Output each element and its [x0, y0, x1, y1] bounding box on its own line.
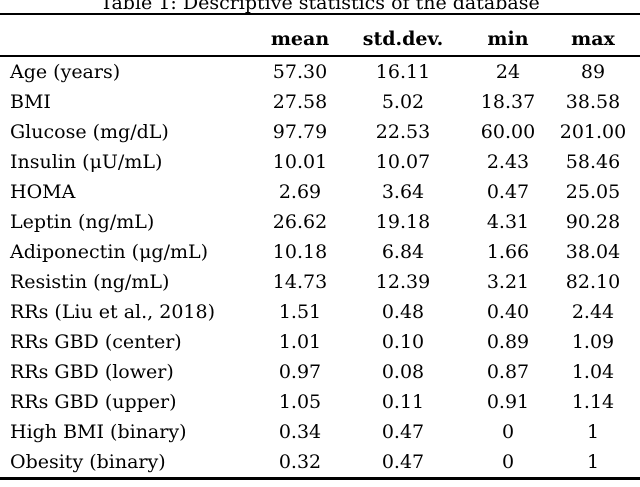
col-header-mean: mean — [270, 28, 330, 50]
cell-max: 58.46 — [565, 151, 621, 173]
cell-mean: 1.01 — [278, 331, 322, 353]
table-row: HOMA 2.69 3.64 0.47 25.05 — [0, 177, 640, 207]
cell-min: 24 — [495, 61, 521, 83]
table-row: Insulin (μU/mL) 10.01 10.07 2.43 58.46 — [0, 147, 640, 177]
cell-stddev: 16.11 — [375, 61, 431, 83]
table-row: Adiponectin (μg/mL) 10.18 6.84 1.66 38.0… — [0, 237, 640, 267]
cell-min: 2.43 — [486, 151, 530, 173]
col-header-stddev: std.dev. — [362, 28, 444, 50]
table-row: Resistin (ng/mL) 14.73 12.39 3.21 82.10 — [0, 267, 640, 297]
cell-stddev: 5.02 — [381, 91, 425, 113]
header-spacer — [0, 15, 252, 55]
col-header-max: max — [571, 28, 615, 50]
cell-min: 0 — [501, 451, 515, 473]
table-caption: Table 1: Descriptive statistics of the d… — [100, 0, 540, 13]
cell-stddev: 22.53 — [375, 121, 431, 143]
table-caption-clip: Table 1: Descriptive statistics of the d… — [0, 0, 640, 13]
cell-min: 0.47 — [486, 181, 530, 203]
row-label: RRs GBD (lower) — [10, 361, 174, 383]
row-label: HOMA — [10, 181, 76, 203]
table-row: RRs GBD (lower) 0.97 0.08 0.87 1.04 — [0, 357, 640, 387]
cell-min: 0.89 — [486, 331, 530, 353]
cell-stddev: 0.47 — [381, 421, 425, 443]
header-rule — [0, 55, 640, 57]
cell-min: 0.91 — [486, 391, 530, 413]
bottom-rule — [0, 477, 640, 480]
cell-stddev: 19.18 — [375, 211, 431, 233]
col-header-min: min — [487, 28, 529, 50]
cell-max: 89 — [580, 61, 606, 83]
row-label: RRs GBD (center) — [10, 331, 182, 353]
cell-stddev: 6.84 — [381, 241, 425, 263]
cell-max: 1.14 — [571, 391, 615, 413]
cell-min: 60.00 — [480, 121, 536, 143]
cell-min: 0 — [501, 421, 515, 443]
cell-stddev: 0.47 — [381, 451, 425, 473]
cell-mean: 14.73 — [272, 271, 328, 293]
cell-mean: 0.97 — [278, 361, 322, 383]
cell-max: 1 — [586, 451, 600, 473]
cell-stddev: 12.39 — [375, 271, 431, 293]
cell-stddev: 0.11 — [381, 391, 425, 413]
row-label: RRs GBD (upper) — [10, 391, 177, 413]
cell-max: 1 — [586, 421, 600, 443]
cell-min: 0.40 — [486, 301, 530, 323]
row-label: Age (years) — [10, 61, 121, 83]
cell-mean: 0.34 — [278, 421, 322, 443]
row-label: Resistin (ng/mL) — [10, 271, 170, 293]
table-body: Age (years) 57.30 16.11 24 89 BMI 27.58 … — [0, 57, 640, 477]
cell-max: 2.44 — [571, 301, 615, 323]
cell-mean: 1.51 — [278, 301, 322, 323]
cell-mean: 2.69 — [278, 181, 322, 203]
table-row: BMI 27.58 5.02 18.37 38.58 — [0, 87, 640, 117]
cell-max: 90.28 — [565, 211, 621, 233]
cell-max: 25.05 — [565, 181, 621, 203]
cell-stddev: 0.48 — [381, 301, 425, 323]
cell-mean: 57.30 — [272, 61, 328, 83]
cell-max: 82.10 — [565, 271, 621, 293]
cell-mean: 1.05 — [278, 391, 322, 413]
cell-stddev: 0.10 — [381, 331, 425, 353]
row-label: Insulin (μU/mL) — [10, 151, 163, 173]
table-row: Leptin (ng/mL) 26.62 19.18 4.31 90.28 — [0, 207, 640, 237]
cell-min: 0.87 — [486, 361, 530, 383]
cell-max: 201.00 — [559, 121, 627, 143]
cell-mean: 97.79 — [272, 121, 328, 143]
cell-mean: 10.18 — [272, 241, 328, 263]
row-label: Glucose (mg/dL) — [10, 121, 169, 143]
cell-mean: 0.32 — [278, 451, 322, 473]
row-label: Obesity (binary) — [10, 451, 166, 473]
cell-max: 1.09 — [571, 331, 615, 353]
row-label: Adiponectin (μg/mL) — [10, 241, 209, 263]
top-rule — [0, 13, 640, 15]
cell-min: 1.66 — [486, 241, 530, 263]
cell-stddev: 10.07 — [375, 151, 431, 173]
cell-stddev: 3.64 — [381, 181, 425, 203]
row-label: BMI — [10, 91, 51, 113]
cell-max: 38.04 — [565, 241, 621, 263]
cell-min: 18.37 — [480, 91, 536, 113]
header-row: mean std.dev. min max — [0, 15, 640, 55]
cell-mean: 10.01 — [272, 151, 328, 173]
cell-mean: 26.62 — [272, 211, 328, 233]
table-row: Age (years) 57.30 16.11 24 89 — [0, 57, 640, 87]
table-row: High BMI (binary) 0.34 0.47 0 1 — [0, 417, 640, 447]
row-label: High BMI (binary) — [10, 421, 187, 443]
row-label: Leptin (ng/mL) — [10, 211, 155, 233]
cell-min: 3.21 — [486, 271, 530, 293]
table-row: RRs (Liu et al., 2018) 1.51 0.48 0.40 2.… — [0, 297, 640, 327]
cell-mean: 27.58 — [272, 91, 328, 113]
cell-max: 1.04 — [571, 361, 615, 383]
cell-min: 4.31 — [486, 211, 530, 233]
cell-max: 38.58 — [565, 91, 621, 113]
row-label: RRs (Liu et al., 2018) — [10, 301, 215, 323]
table-row: RRs GBD (center) 1.01 0.10 0.89 1.09 — [0, 327, 640, 357]
table-row: RRs GBD (upper) 1.05 0.11 0.91 1.14 — [0, 387, 640, 417]
cell-stddev: 0.08 — [381, 361, 425, 383]
table-row: Obesity (binary) 0.32 0.47 0 1 — [0, 447, 640, 477]
table-row: Glucose (mg/dL) 97.79 22.53 60.00 201.00 — [0, 117, 640, 147]
